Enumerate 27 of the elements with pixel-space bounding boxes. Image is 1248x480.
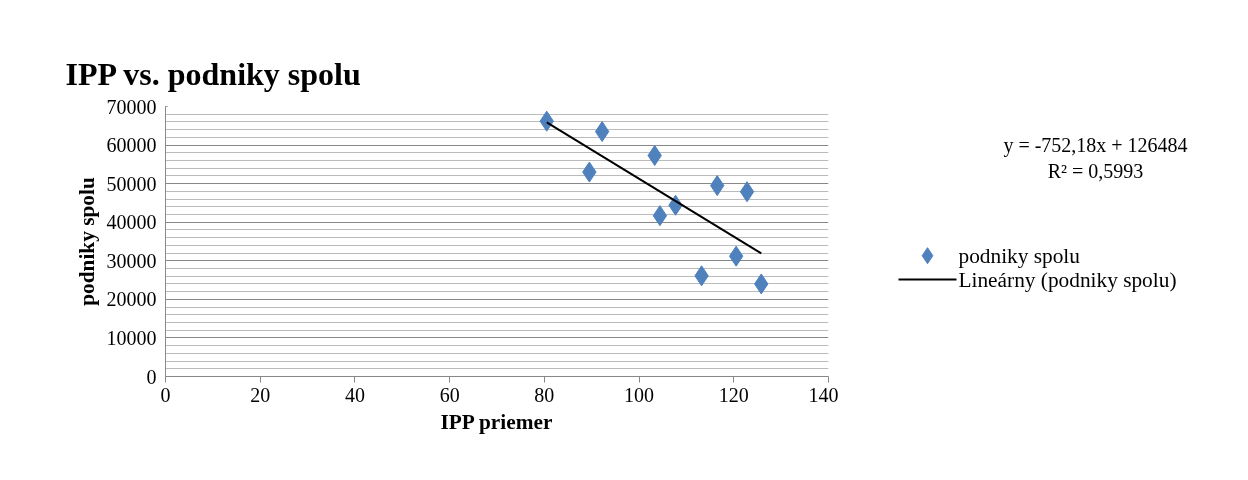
x-tick-label: 40 <box>344 383 365 406</box>
y-tick-label: 70000 <box>106 95 157 118</box>
point <box>739 181 755 203</box>
point <box>652 205 668 227</box>
text: R² = 0,5993 <box>1047 159 1144 182</box>
x-tick-label: 100 <box>624 383 655 406</box>
legend-label: Lineárny (podniky spolu) <box>958 267 1177 292</box>
y-tick-label: 50000 <box>106 172 157 195</box>
x-tick-label: 80 <box>534 383 555 406</box>
y-tick-label: 20000 <box>106 288 157 311</box>
x-tick-label: 120 <box>718 383 749 406</box>
y-axis-title: podniky spolu <box>74 177 99 306</box>
point <box>728 245 744 267</box>
y-tick-label: 40000 <box>106 211 157 234</box>
point <box>594 121 610 143</box>
y-tick-label: 10000 <box>106 326 157 349</box>
chart-title: IPP vs. podniky spolu <box>65 55 361 92</box>
y-tick-label: 60000 <box>106 134 157 157</box>
text: y = -752,18x + 126484 <box>1003 134 1188 158</box>
legend-label: podniky spolu <box>958 243 1081 268</box>
x-tick-label: 140 <box>808 383 839 406</box>
x-tick-label: 20 <box>250 383 271 406</box>
y-tick-label: 0 <box>146 365 157 388</box>
y-tick-label: 30000 <box>106 249 157 272</box>
x-tick-label: 0 <box>160 383 171 406</box>
x-tick-label: 60 <box>439 383 460 406</box>
x-axis-title: IPP priemer <box>440 409 553 434</box>
